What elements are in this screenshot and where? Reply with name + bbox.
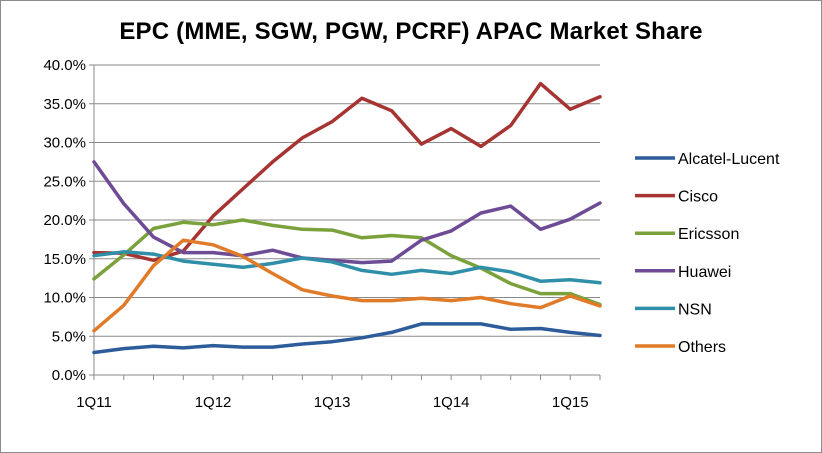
x-axis-ticks: 1Q11 1Q12 1Q13 1Q14 1Q15 <box>76 375 601 411</box>
legend-label: Others <box>678 339 726 356</box>
x-tick-label: 1Q13 <box>314 394 351 411</box>
y-tick-label: 35.0% <box>43 96 86 113</box>
y-tick-label: 0.0% <box>52 367 86 384</box>
series-line-huawei <box>92 160 602 265</box>
series-line-alcatel-lucent <box>92 322 602 355</box>
y-tick-label: 20.0% <box>43 212 86 229</box>
y-tick-label: 5.0% <box>52 328 86 345</box>
x-tick-label: 1Q12 <box>195 394 232 411</box>
legend-label: Cisco <box>678 189 718 206</box>
legend: Alcatel-Lucent Cisco Ericsson Huawei NSN Othe… <box>635 151 780 356</box>
y-axis-ticks: 0.0% 5.0% 10.0% 15.0% 20.0% 25.0% 30.0% 35.0% 40… <box>43 57 94 384</box>
series-line-ericsson <box>92 218 602 307</box>
x-tick-label: 1Q14 <box>433 394 470 411</box>
x-tick-label: 1Q11 <box>76 394 112 411</box>
legend-label: Ericsson <box>678 226 739 243</box>
x-tick-label: 1Q15 <box>552 394 589 411</box>
series-lines <box>92 81 602 355</box>
y-tick-label: 40.0% <box>43 57 86 74</box>
legend-label: Huawei <box>678 264 731 281</box>
chart-title: EPC (MME, SGW, PGW, PCRF) APAC Market Sh… <box>119 18 703 45</box>
y-tick-label: 30.0% <box>43 135 86 152</box>
series-line-cisco <box>92 81 602 263</box>
y-tick-label: 10.0% <box>43 290 86 307</box>
legend-label: Alcatel-Lucent <box>678 151 780 168</box>
y-tick-label: 15.0% <box>43 251 86 268</box>
series-line-nsn <box>92 250 602 285</box>
series-line-others <box>92 238 602 333</box>
gridlines <box>94 64 600 337</box>
y-tick-label: 25.0% <box>43 173 86 190</box>
legend-label: NSN <box>678 301 712 318</box>
